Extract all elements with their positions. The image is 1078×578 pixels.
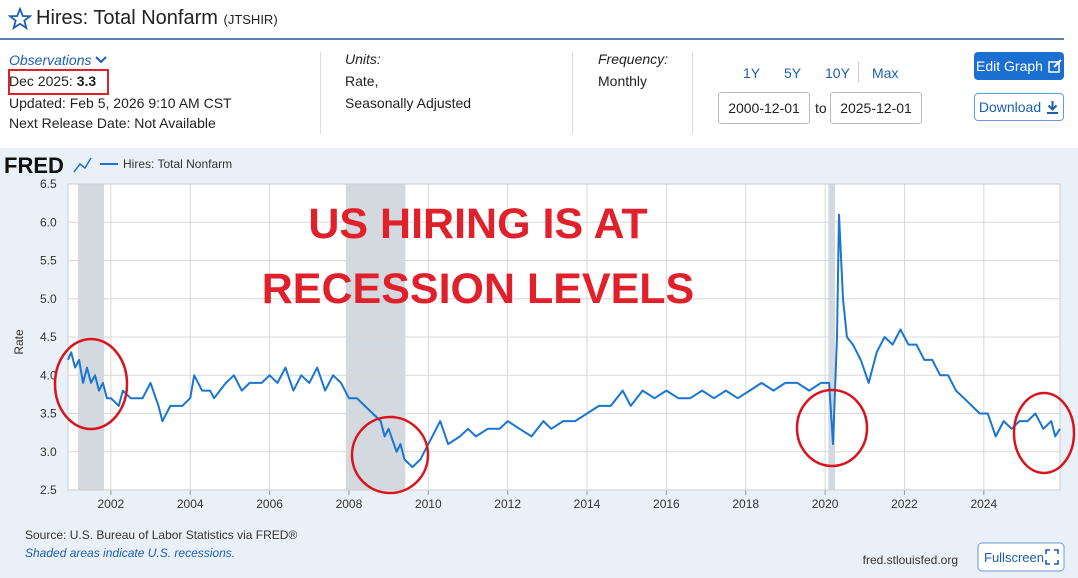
x-tick-label: 2022 xyxy=(891,497,918,511)
fullscreen-button[interactable] xyxy=(977,542,1065,572)
units-line: Rate, xyxy=(345,73,379,89)
frequency-value: Monthly xyxy=(598,73,648,89)
recession-note: Shaded areas indicate U.S. recessions. xyxy=(25,546,235,560)
y-tick-label: 2.5 xyxy=(40,483,57,497)
latest-label: Dec 2025: xyxy=(9,73,73,89)
x-tick-label: 2020 xyxy=(812,497,839,511)
logo: FRED xyxy=(4,153,64,178)
series-line xyxy=(67,213,1061,469)
button-label: Edit Graph xyxy=(976,58,1043,74)
to-label: to xyxy=(815,100,827,116)
x-tick-label: 2018 xyxy=(732,497,759,511)
x-tick-label: 2014 xyxy=(574,497,601,511)
separator xyxy=(692,52,693,134)
next-release: Next Release Date: Not Available xyxy=(9,115,216,131)
highlight-circles xyxy=(53,337,1076,495)
pencil-icon xyxy=(1048,59,1062,73)
title-text: Hires: Total Nonfarm xyxy=(36,7,218,29)
updated: Updated: Feb 5, 2026 9:10 AM CST xyxy=(9,95,232,111)
download-icon xyxy=(1047,101,1059,114)
x-tick-label: 2008 xyxy=(336,497,363,511)
header-rule xyxy=(0,38,1064,40)
x-tick-label: 2004 xyxy=(177,497,204,511)
observations-toggle[interactable]: Observations xyxy=(9,52,108,68)
date-to[interactable]: 2025-12-01 xyxy=(830,92,922,124)
y-axis-label: Rate xyxy=(12,329,26,355)
x-tick-label: 2012 xyxy=(494,497,521,511)
annotation: RECESSION LEVELS xyxy=(262,265,694,313)
chevron xyxy=(95,56,108,64)
y-tick-label: 4.0 xyxy=(40,368,57,382)
edit-graph-button[interactable]: Edit Graph xyxy=(974,52,1064,80)
highlight-box xyxy=(8,69,109,95)
separator xyxy=(572,52,573,134)
range-button[interactable]: Max xyxy=(872,65,899,81)
range-button[interactable]: 10Y xyxy=(825,65,850,81)
date-from[interactable]: 2000-12-01 xyxy=(718,92,810,124)
legend-label: Hires: Total Nonfarm xyxy=(123,157,232,171)
plot-border xyxy=(67,183,1061,491)
latest-value: 3.3 xyxy=(76,73,97,89)
star-icon[interactable] xyxy=(8,7,32,31)
y-tick-label: 6.0 xyxy=(40,215,57,229)
annotation: US HIRING IS AT xyxy=(308,200,647,248)
x-tick-label: 2002 xyxy=(98,497,125,511)
range-button[interactable]: 5Y xyxy=(784,65,802,81)
button-label: Download xyxy=(978,99,1042,115)
source: Source: U.S. Bureau of Labor Statistics … xyxy=(25,528,297,542)
chart: FRED Hires: Total Nonfarm Rate 2.5 3.0 3.5… xyxy=(0,148,1078,578)
range-separator xyxy=(858,62,859,82)
units-label: Units: xyxy=(345,51,381,67)
x-tick-label: 2010 xyxy=(415,497,442,511)
download-button[interactable]: Download xyxy=(974,93,1064,121)
series-id: (JTSHIR) xyxy=(223,12,278,27)
site-link[interactable]: fred.stlouisfed.org xyxy=(863,553,958,567)
latest-observation: Dec 2025: 3.3 xyxy=(9,73,96,89)
separator xyxy=(320,52,321,134)
y-tick-label: 6.5 xyxy=(40,177,57,191)
x-tick-label: 2016 xyxy=(653,497,680,511)
observations-label: Observations xyxy=(9,52,92,68)
page-title: Hires: Total Nonfarm (JTSHIR) xyxy=(36,7,278,30)
x-tick-label: 2024 xyxy=(970,497,997,511)
y-tick-label: 3.5 xyxy=(40,407,57,421)
logo-chart-icon xyxy=(73,157,92,173)
fullscreen-icon xyxy=(1045,549,1059,565)
button-label: Fullscreen xyxy=(984,550,1044,565)
y-tick-label: 4.5 xyxy=(40,330,57,344)
x-tick-label: 2006 xyxy=(256,497,283,511)
frequency-label: Frequency: xyxy=(598,51,669,67)
units-line: Seasonally Adjusted xyxy=(345,95,472,111)
y-tick-label: 3.0 xyxy=(40,445,57,459)
y-tick-label: 5.0 xyxy=(40,292,57,306)
range-button[interactable]: 1Y xyxy=(743,65,761,81)
y-tick-label: 5.5 xyxy=(40,254,57,268)
